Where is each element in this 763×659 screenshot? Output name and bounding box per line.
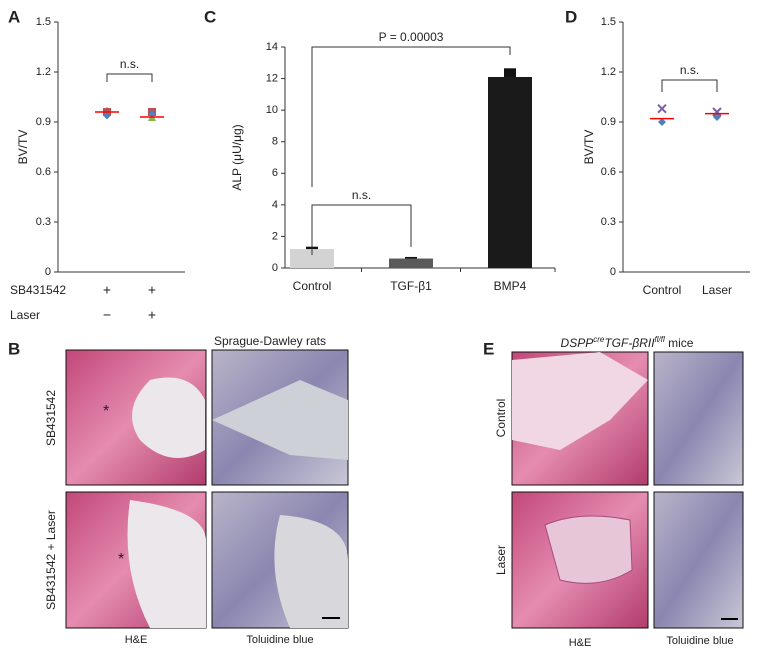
y-tick-label: 8 bbox=[272, 136, 278, 148]
asterisk: * bbox=[118, 551, 124, 568]
panel-b: B Sprague-Dawley rats * * SB431542 SB431… bbox=[8, 334, 349, 646]
condition-label: SB431542 bbox=[10, 283, 66, 297]
y-tick-label: 1.2 bbox=[36, 66, 51, 78]
data-point bbox=[657, 103, 667, 114]
error-bar bbox=[405, 256, 417, 259]
significance-bracket bbox=[311, 204, 412, 255]
pulp-space bbox=[274, 515, 348, 628]
bar bbox=[290, 249, 334, 268]
title-part: mice bbox=[665, 336, 694, 350]
panel-title: DSPPcreTGF-βRIIfl/fl mice bbox=[561, 335, 694, 350]
histology-image bbox=[653, 351, 744, 486]
y-tick-label: 1.5 bbox=[601, 16, 616, 28]
y-tick-label: 0.6 bbox=[36, 166, 51, 178]
x-tick-label: Control bbox=[643, 283, 682, 297]
pulp-space bbox=[127, 500, 206, 628]
annotation: n.s. bbox=[120, 57, 139, 71]
data-point bbox=[658, 118, 666, 126]
panel-letter: C bbox=[204, 7, 216, 26]
y-tick-label: 10 bbox=[266, 104, 278, 116]
panel-e: E DSPPcreTGF-βRIIfl/fl mice Control Lase… bbox=[483, 335, 744, 649]
bar bbox=[488, 76, 532, 268]
y-tick-label: 0 bbox=[45, 266, 51, 278]
condition-value: + bbox=[148, 307, 156, 323]
x-tick-label: Control bbox=[293, 279, 332, 293]
column-label: Toluidine blue bbox=[246, 634, 313, 646]
title-part: fl/fl bbox=[655, 335, 665, 344]
y-tick-label: 0 bbox=[610, 266, 616, 278]
y-tick-label: 0.3 bbox=[601, 216, 616, 228]
y-tick-label: 1.5 bbox=[36, 16, 51, 28]
row-label: Laser bbox=[494, 545, 508, 575]
y-tick-label: 0.9 bbox=[36, 116, 51, 128]
data-point bbox=[103, 111, 111, 120]
title-part: DSPP bbox=[561, 336, 594, 350]
condition-value: + bbox=[103, 282, 111, 298]
row-label: SB431542 bbox=[44, 390, 58, 446]
y-tick-label: 14 bbox=[266, 41, 278, 53]
data-point bbox=[712, 107, 722, 117]
condition-value: + bbox=[148, 282, 156, 298]
y-axis-label: ALP (μU/μg) bbox=[230, 124, 244, 190]
x-tick-label: BMP4 bbox=[494, 279, 527, 293]
panel-letter: B bbox=[8, 339, 20, 358]
lesion bbox=[544, 515, 633, 584]
error-bar bbox=[504, 68, 516, 77]
pulp-space bbox=[512, 352, 648, 450]
x-tick-label: Laser bbox=[702, 283, 732, 297]
y-tick-label: 0 bbox=[272, 262, 278, 274]
condition-label: Laser bbox=[10, 308, 40, 322]
asterisk: * bbox=[103, 403, 109, 420]
annotation: P = 0.00003 bbox=[379, 30, 444, 44]
bar bbox=[389, 258, 433, 268]
y-tick-label: 0.6 bbox=[601, 166, 616, 178]
x-tick-label: TGF-β1 bbox=[390, 279, 432, 293]
significance-bracket bbox=[311, 46, 511, 187]
panel-title: Sprague-Dawley rats bbox=[214, 334, 326, 348]
condition-value: − bbox=[103, 307, 111, 323]
y-tick-label: 1.2 bbox=[601, 66, 616, 78]
y-tick-label: 0.3 bbox=[36, 216, 51, 228]
column-label: Toluidine blue bbox=[666, 635, 733, 647]
y-tick-label: 6 bbox=[272, 167, 278, 179]
annotation: n.s. bbox=[352, 188, 371, 202]
data-point bbox=[713, 113, 721, 121]
significance-bracket bbox=[661, 79, 718, 92]
histology-image bbox=[653, 491, 744, 629]
column-label: H&E bbox=[125, 634, 148, 646]
column-label: H&E bbox=[569, 637, 592, 649]
data-point bbox=[148, 109, 156, 118]
y-tick-label: 0.9 bbox=[601, 116, 616, 128]
title-part: RII bbox=[639, 336, 655, 350]
y-tick-label: 4 bbox=[272, 199, 278, 211]
annotation: n.s. bbox=[680, 63, 699, 77]
pulp-space bbox=[132, 377, 205, 458]
pulp-space bbox=[212, 380, 348, 460]
title-part: cre bbox=[593, 335, 605, 344]
row-label: SB431542 + Laser bbox=[44, 510, 58, 610]
y-tick-label: 2 bbox=[272, 230, 278, 242]
title-part: TGF-β bbox=[604, 336, 639, 350]
row-label: Control bbox=[494, 399, 508, 438]
panel-letter: D bbox=[565, 7, 577, 26]
y-axis-label: BV/TV bbox=[582, 130, 596, 165]
panel-letter: E bbox=[483, 339, 494, 358]
y-tick-label: 12 bbox=[266, 72, 278, 84]
y-axis-label: BV/TV bbox=[16, 130, 30, 165]
panel-letter: A bbox=[8, 7, 20, 26]
significance-bracket bbox=[106, 73, 153, 82]
